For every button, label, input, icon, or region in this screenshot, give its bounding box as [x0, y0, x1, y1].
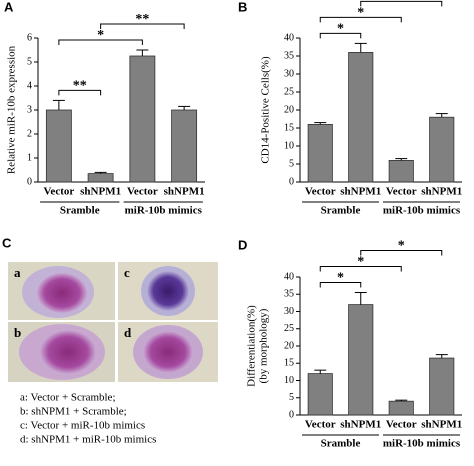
significance-bracket	[319, 282, 362, 288]
significance-bracket	[319, 16, 402, 23]
y-tick-label: 30	[284, 306, 294, 317]
panel-label: A	[4, 0, 14, 14]
bar	[388, 400, 414, 416]
y-tick-label: 15	[284, 358, 294, 369]
significance-label: *	[357, 255, 364, 270]
y-tick-label: 2	[27, 128, 32, 139]
significance-label: **	[135, 12, 149, 27]
bar	[87, 173, 114, 183]
x-tick-label: shNPM1	[340, 186, 381, 198]
bar	[45, 109, 72, 183]
y-axis-label: Differentiation(%)	[246, 305, 258, 387]
x-tick-label: Vector	[127, 186, 158, 198]
y-tick-label: 20	[284, 340, 294, 351]
x-tick-label: Vector	[386, 186, 417, 198]
x-tick-label: shNPM1	[340, 419, 381, 431]
bar	[348, 52, 374, 183]
bar	[429, 116, 455, 183]
y-tick-label: 5	[289, 158, 294, 169]
nucleus-c	[147, 271, 189, 311]
y-tick-label: 35	[284, 50, 294, 61]
group-label: Sramble	[321, 205, 361, 217]
y-tick-label: 20	[284, 104, 294, 115]
panel-label: D	[238, 237, 247, 252]
group-label: Sramble	[60, 205, 100, 217]
group-label: miR-10b mimics	[125, 205, 203, 217]
y-tick-label: 5	[27, 56, 32, 67]
y-tick-label: 6	[27, 32, 32, 43]
x-tick-label: Vector	[44, 186, 75, 198]
y-axis-label: CD14-Positive Cells(%)	[260, 56, 272, 164]
legend-text: c: Vector + miR-10b mimics	[20, 420, 145, 432]
significance-label: *	[337, 271, 344, 286]
significance-label: **	[73, 79, 87, 94]
panel-label: C	[2, 235, 12, 250]
panel-label: B	[238, 0, 247, 14]
y-axis-label: (by morphology)	[258, 308, 270, 383]
legend-text: a: Vector + Scramble;	[20, 392, 116, 404]
y-tick-label: 0	[289, 176, 294, 187]
nucleus-b	[40, 330, 96, 374]
group-label: miR-10b mimics	[383, 438, 461, 450]
y-tick-label: 10	[284, 140, 294, 151]
y-tick-label: 40	[284, 271, 294, 282]
y-axis-label: Relative miR-10b expression	[6, 45, 18, 174]
y-tick-label: 25	[284, 86, 294, 97]
y-tick-label: 5	[289, 392, 294, 403]
y-tick-label: 0	[289, 409, 294, 420]
bar	[307, 124, 333, 183]
y-tick-label: 30	[284, 68, 294, 79]
legend-text: d: shNPM1 + miR-10b mimics	[20, 434, 156, 446]
group-label: miR-10b mimics	[383, 205, 461, 217]
x-tick-label: shNPM1	[164, 186, 205, 198]
legend-text: b: shNPM1 + Scramble;	[20, 406, 127, 418]
y-tick-label: 40	[284, 32, 294, 43]
x-tick-label: shNPM1	[421, 186, 462, 198]
significance-label: *	[398, 239, 405, 254]
x-tick-label: Vector	[305, 186, 336, 198]
y-tick-label: 4	[27, 80, 32, 91]
significance-bracket	[360, 0, 443, 7]
x-tick-label: Vector	[305, 419, 336, 431]
nucleus-a	[37, 273, 87, 313]
panel-c-images	[8, 262, 218, 382]
image-label: a	[14, 265, 21, 280]
significance-bracket	[58, 89, 102, 96]
image-label: b	[14, 325, 21, 340]
image-label: d	[124, 325, 132, 340]
group-label: Sramble	[321, 438, 361, 450]
bar	[348, 304, 374, 416]
y-tick-label: 15	[284, 122, 294, 133]
significance-label: *	[398, 0, 405, 5]
y-tick-label: 10	[284, 375, 294, 386]
significance-bracket	[319, 266, 402, 272]
bar	[388, 159, 414, 183]
x-tick-label: Vector	[386, 419, 417, 431]
significance-bracket	[100, 23, 185, 29]
significance-bracket	[319, 32, 362, 39]
y-tick-label: 3	[27, 104, 32, 115]
significance-label: *	[97, 28, 104, 43]
significance-label: *	[357, 6, 364, 21]
bar	[171, 109, 198, 183]
nucleus-d	[143, 331, 193, 373]
y-tick-label: 35	[284, 289, 294, 300]
bar	[129, 55, 156, 183]
x-tick-label: shNPM1	[421, 419, 462, 431]
bar	[307, 373, 333, 416]
significance-bracket	[360, 250, 443, 256]
y-tick-label: 0	[27, 176, 32, 187]
significance-bracket	[58, 39, 143, 45]
x-tick-label: shNPM1	[80, 186, 121, 198]
y-tick-label: 1	[27, 152, 32, 163]
y-tick-label: 25	[284, 323, 294, 334]
image-label: c	[124, 265, 130, 280]
bar	[429, 357, 455, 416]
significance-label: *	[337, 22, 344, 37]
